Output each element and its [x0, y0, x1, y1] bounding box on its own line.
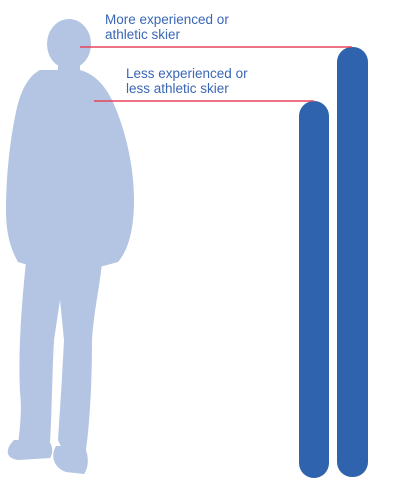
- more-experienced-label: More experienced or athletic skier: [105, 12, 229, 42]
- less-experienced-label-line2: less athletic skier: [126, 81, 229, 96]
- less-experienced-label-line1: Less experienced or: [126, 66, 248, 81]
- more-experienced-label-line1: More experienced or: [105, 12, 229, 27]
- less-experienced-label: Less experienced or less athletic skier: [126, 66, 248, 96]
- more-experienced-label-line2: athletic skier: [105, 27, 181, 42]
- skier-silhouette-icon: [6, 19, 134, 474]
- long-ski-icon: [337, 47, 368, 477]
- short-ski-icon: [299, 101, 329, 478]
